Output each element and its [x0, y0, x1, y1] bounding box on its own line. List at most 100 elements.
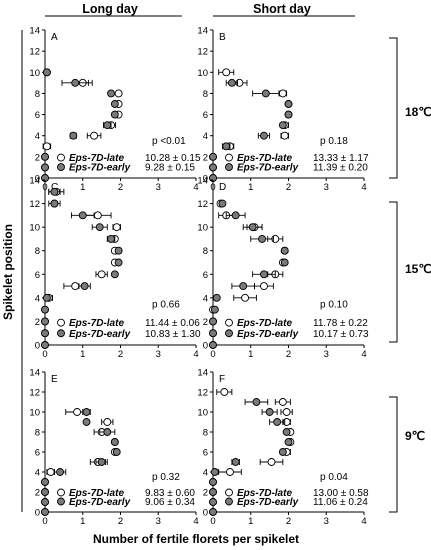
y-tick-label: 8: [203, 428, 208, 439]
legend-marker: [57, 497, 65, 506]
data-point-early: [41, 478, 49, 486]
data-point-early: [110, 100, 119, 108]
legend-stat: 9.83 ± 0.60: [145, 488, 195, 499]
legend-marker: [57, 318, 65, 327]
data-point-early: [50, 187, 59, 196]
data-point-late: [112, 223, 121, 232]
data-point-early: [282, 428, 291, 436]
data-point-early: [41, 498, 49, 506]
data-point-early: [110, 110, 119, 119]
y-tick-label: 8: [203, 89, 208, 100]
y-tick-label: 6: [35, 448, 40, 459]
data-point-early: [258, 234, 267, 243]
data-point-early: [239, 282, 248, 291]
data-point-early: [231, 211, 240, 220]
panel-letter: C: [51, 182, 58, 193]
y-tick-label: 10: [197, 223, 208, 234]
data-point-early: [284, 438, 293, 446]
data-point-early: [265, 408, 274, 416]
data-point-early: [209, 478, 217, 486]
data-point-late: [97, 270, 106, 279]
legend-stat: 10.17 ± 0.73: [313, 329, 369, 340]
y-tick-label: 0: [35, 174, 40, 185]
data-point-early: [114, 258, 123, 267]
data-point-early: [261, 89, 270, 98]
x-tick-label: 3: [324, 349, 329, 360]
legend-stat: 11.78 ± 0.22: [313, 318, 368, 329]
y-tick-label: 10: [29, 223, 40, 234]
x-tick-label: 0: [210, 516, 215, 527]
y-tick-label: 6: [35, 270, 40, 281]
y-tick-label: 2: [35, 488, 40, 499]
data-point-early: [209, 498, 217, 506]
data-point-early: [209, 329, 217, 338]
y-tick-label: 12: [29, 388, 40, 399]
x-tick-label: 0: [210, 349, 215, 360]
data-point-early: [278, 448, 287, 456]
y-tick-label: 14: [197, 368, 208, 379]
panel-letter: E: [51, 374, 58, 385]
legend-label: Eps-7D-early: [69, 163, 131, 174]
legend-label: Eps-7D-late: [237, 488, 292, 499]
row-bracket-18: [389, 37, 398, 179]
data-point-late: [278, 89, 287, 98]
y-tick-label: 8: [35, 428, 40, 439]
legend-label: Eps-7D-late: [69, 318, 124, 329]
x-axis-label: Number of fertile florets per spikelet: [93, 532, 299, 546]
data-point-early: [112, 448, 121, 456]
y-tick-label: 12: [197, 388, 208, 399]
data-point-early: [103, 428, 112, 436]
y-tick-label: 4: [35, 131, 40, 142]
x-tick-label: 4: [361, 349, 366, 360]
x-tick-label: 4: [193, 349, 198, 360]
y-tick-label: 2: [203, 152, 208, 163]
y-tick-label: 4: [203, 293, 208, 304]
data-point-early: [278, 121, 287, 130]
y-tick-label: 14: [197, 176, 208, 187]
data-point-early: [97, 458, 106, 466]
data-point-early: [114, 246, 123, 255]
data-point-early: [209, 317, 217, 326]
p-value: p 0.66: [152, 299, 180, 310]
x-tick-label: 1: [80, 349, 85, 360]
data-point-early: [231, 458, 240, 466]
x-tick-label: 4: [193, 516, 198, 527]
data-point-early: [209, 488, 217, 496]
y-tick-label: 8: [35, 246, 40, 257]
series-early: [41, 187, 123, 349]
y-tick-label: 0: [203, 174, 208, 185]
data-point-late: [71, 282, 80, 291]
data-point-early: [284, 100, 293, 108]
y-tick-label: 2: [203, 317, 208, 328]
data-point-early: [41, 329, 49, 338]
column-title-long-day: Long day: [82, 2, 138, 16]
data-point-early: [41, 305, 49, 314]
legend-marker: [225, 163, 233, 172]
series-early: [209, 398, 293, 516]
legend-marker: [225, 318, 233, 327]
data-point-early: [218, 199, 227, 208]
x-tick-label: 2: [118, 182, 123, 193]
y-tick-label: 10: [197, 68, 208, 79]
data-point-late: [73, 408, 82, 416]
y-tick-label: 2: [35, 152, 40, 163]
data-point-early: [42, 68, 51, 77]
y-tick-label: 10: [29, 408, 40, 419]
legend-stat: 9.06 ± 0.34: [145, 497, 195, 508]
x-tick-label: 3: [324, 182, 329, 193]
data-point-late: [114, 89, 123, 98]
data-point-late: [222, 68, 231, 77]
y-tick-label: 6: [203, 448, 208, 459]
data-point-late: [260, 282, 268, 291]
data-point-late: [226, 468, 234, 476]
y-tick-label: 6: [203, 270, 208, 281]
legend-stat: 13.33 ± 1.17: [313, 153, 369, 164]
legend-label: Eps-7D-early: [69, 497, 131, 508]
data-point-early: [42, 293, 51, 302]
column-title-short-day: Short day: [253, 2, 311, 16]
legend-stat: 11.06 ± 0.24: [313, 497, 368, 508]
y-tick-label: 0: [203, 341, 208, 352]
